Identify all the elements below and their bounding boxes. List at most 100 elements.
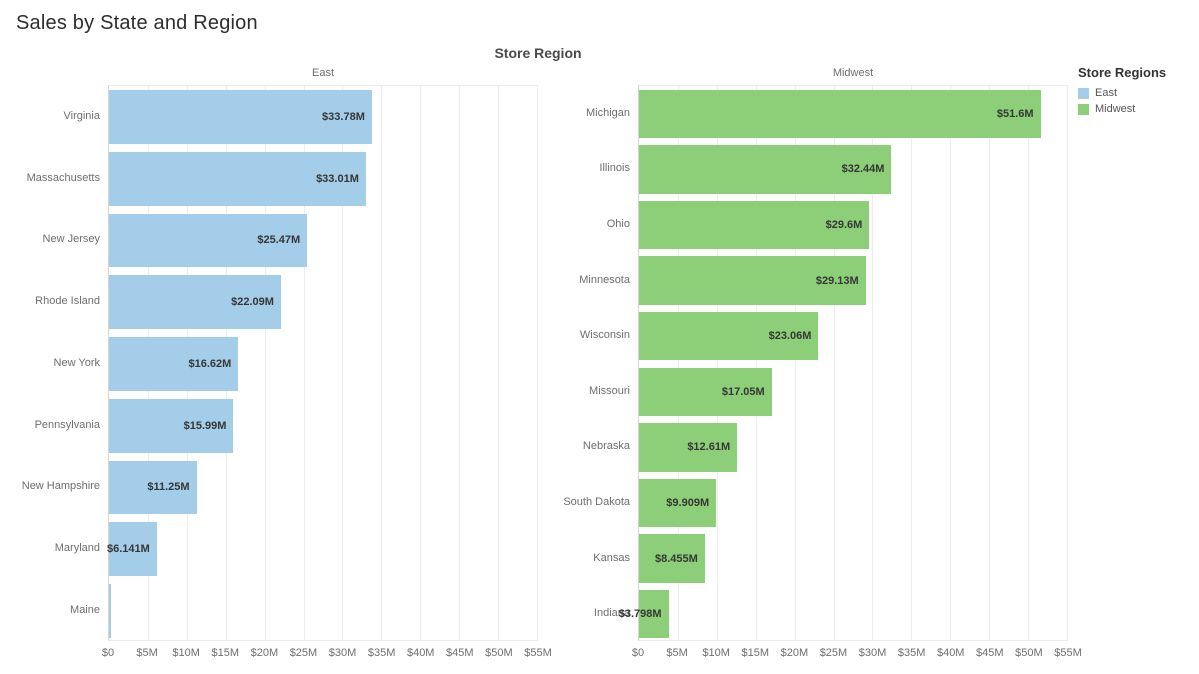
category-labels-column: Michigan Illinois Ohio Minnesota Wisconsin Mi… — [538, 85, 638, 663]
bar-maryland[interactable]: $6.141M — [106, 522, 157, 577]
bar-kansas[interactable]: $8.455M — [639, 534, 705, 583]
bar-row-pennsylvania: $15.99M — [109, 395, 537, 457]
gridline — [716, 86, 718, 640]
bar-value-label: $17.05M — [721, 385, 765, 398]
category-label-missouri: Missouri — [589, 384, 630, 397]
legend: Store Regions East Midwest — [1068, 45, 1196, 663]
x-axis-tick: $50M — [485, 647, 513, 659]
bar-row-new-york: $16.62M — [109, 333, 537, 395]
bar-row-illinois: $32.44M — [639, 142, 1067, 198]
bar-indiana[interactable]: $3.798M — [619, 589, 669, 639]
bar-massachusetts[interactable]: $33.01M — [109, 151, 366, 206]
x-axis-tick: $40M — [406, 647, 435, 659]
x-axis-tick: $35M — [897, 647, 926, 659]
x-axis-tick: $35M — [367, 647, 396, 659]
bar-rhode-island[interactable]: $22.09M — [109, 275, 281, 330]
x-axis-tick: $10M — [702, 647, 730, 659]
bar-value-label: $33.78M — [322, 110, 365, 123]
bar-value-label: $51.6M — [996, 107, 1034, 120]
x-axis-tick: $45M — [976, 647, 1004, 659]
gridline — [677, 86, 679, 640]
bar-wisconsin[interactable]: $23.06M — [639, 311, 819, 361]
bar-row-new-hampshire: $11.25M — [109, 457, 537, 519]
x-axis-tick: $55M — [524, 647, 552, 659]
bar-south-dakota[interactable]: $9.909M — [639, 478, 717, 528]
gridline — [755, 86, 757, 640]
bar-ohio[interactable]: $29.6M — [639, 200, 870, 250]
bar-nebraska[interactable]: $12.61M — [639, 423, 738, 472]
x-axis-tick: $0 — [101, 647, 115, 659]
gridline — [498, 86, 500, 640]
bar-row-nebraska: $12.61M — [639, 420, 1067, 476]
bar-value-label: $25.47M — [257, 234, 301, 247]
x-axis-tick: $25M — [819, 647, 848, 659]
bar-value-label: $15.99M — [183, 419, 227, 432]
gridline — [537, 86, 538, 640]
bar-value-label: $16.62M — [188, 357, 232, 370]
gridline — [950, 86, 952, 640]
bar-row-indiana: $3.798M — [619, 586, 1067, 642]
x-axis-midwest: $0 $5M $10M $15M $20M $25M $30M $35M $40M $45M $50… — [632, 641, 1082, 663]
gridline — [303, 86, 305, 640]
x-axis-tick: $30M — [858, 647, 887, 659]
bar-maine[interactable] — [109, 584, 112, 638]
gridline — [833, 86, 835, 640]
bar-row-virginia: $33.78M — [109, 86, 537, 148]
bar-value-label: $33.01M — [316, 172, 359, 185]
bar-new-jersey[interactable]: $25.47M — [109, 213, 308, 268]
bar-row-minnesota: $29.13M — [639, 253, 1067, 309]
bar-value-label: $6.141M — [106, 543, 150, 556]
legend-item-east[interactable]: East — [1078, 87, 1196, 99]
category-label-kansas: Kansas — [593, 551, 630, 564]
bar-virginia[interactable]: $33.78M — [109, 90, 372, 144]
bar-illinois[interactable]: $32.44M — [639, 145, 892, 194]
gridline — [989, 86, 991, 640]
gridline — [911, 86, 913, 640]
bar-row-new-jersey: $25.47M — [109, 210, 537, 272]
plot-east: $33.78M $33.01M $25.47M $22.09M $16.62M $15.9… — [106, 85, 538, 641]
category-label-illinois: Illinois — [599, 162, 630, 175]
bar-new-york[interactable]: $16.62M — [109, 337, 239, 391]
category-label-rhode-island: Rhode Island — [35, 295, 100, 308]
bar-minnesota[interactable]: $29.13M — [639, 256, 866, 305]
panel-midwest: Michigan Illinois Ohio Minnesota Wisconsin Mi… — [538, 67, 1082, 663]
bar-row-massachusetts: $33.01M — [109, 148, 537, 210]
bar-missouri[interactable]: $17.05M — [639, 367, 772, 416]
x-axis-tick: $20M — [780, 647, 809, 659]
legend-label: East — [1095, 87, 1118, 99]
legend-items: East Midwest — [1078, 87, 1196, 115]
page-title: Sales by State and Region — [16, 12, 258, 34]
bar-value-label: $9.909M — [666, 496, 710, 509]
chart-title: Store Region — [494, 45, 582, 61]
category-label-virginia: Virginia — [63, 109, 101, 122]
category-label-minnesota: Minnesota — [579, 273, 630, 286]
x-axis-tick: $0 — [631, 647, 645, 659]
chart-panels: Virginia Massachusetts New Jersey Rhode Isl… — [8, 67, 1082, 663]
bar-pennsylvania[interactable]: $15.99M — [109, 398, 234, 453]
gridline — [381, 86, 383, 640]
legend-title: Store Regions — [1078, 65, 1167, 80]
bar-value-label: $23.06M — [768, 330, 812, 343]
x-axis-tick: $15M — [741, 647, 770, 659]
category-label-massachusetts: Massachusetts — [26, 171, 100, 184]
panel-header-midwest: Midwest — [832, 67, 874, 79]
bar-michigan[interactable]: $51.6M — [639, 89, 1041, 138]
bar-new-hampshire[interactable]: $11.25M — [109, 460, 197, 515]
category-label-wisconsin: Wisconsin — [579, 329, 630, 342]
x-axis-tick: $45M — [446, 647, 474, 659]
category-label-indiana: Indiana — [593, 607, 630, 620]
gridline — [420, 86, 422, 640]
x-axis-east: $0 $5M $10M $15M $20M $25M $30M $35M $40M $45M $50… — [102, 641, 552, 663]
bar-value-label: $12.61M — [687, 441, 731, 454]
gridline — [342, 86, 344, 640]
x-axis-tick: $25M — [289, 647, 318, 659]
category-label-ohio: Ohio — [606, 217, 630, 230]
legend-item-midwest[interactable]: Midwest — [1078, 103, 1196, 115]
x-axis-tick: $55M — [1054, 647, 1082, 659]
category-label-new-hampshire: New Hampshire — [21, 480, 100, 493]
bar-row-wisconsin: $23.06M — [639, 308, 1067, 364]
bar-value-label: $8.455M — [654, 552, 698, 565]
category-label-new-jersey: New Jersey — [42, 233, 100, 246]
bar-row-south-dakota: $9.909M — [639, 475, 1067, 531]
x-axis-tick: $40M — [936, 647, 965, 659]
